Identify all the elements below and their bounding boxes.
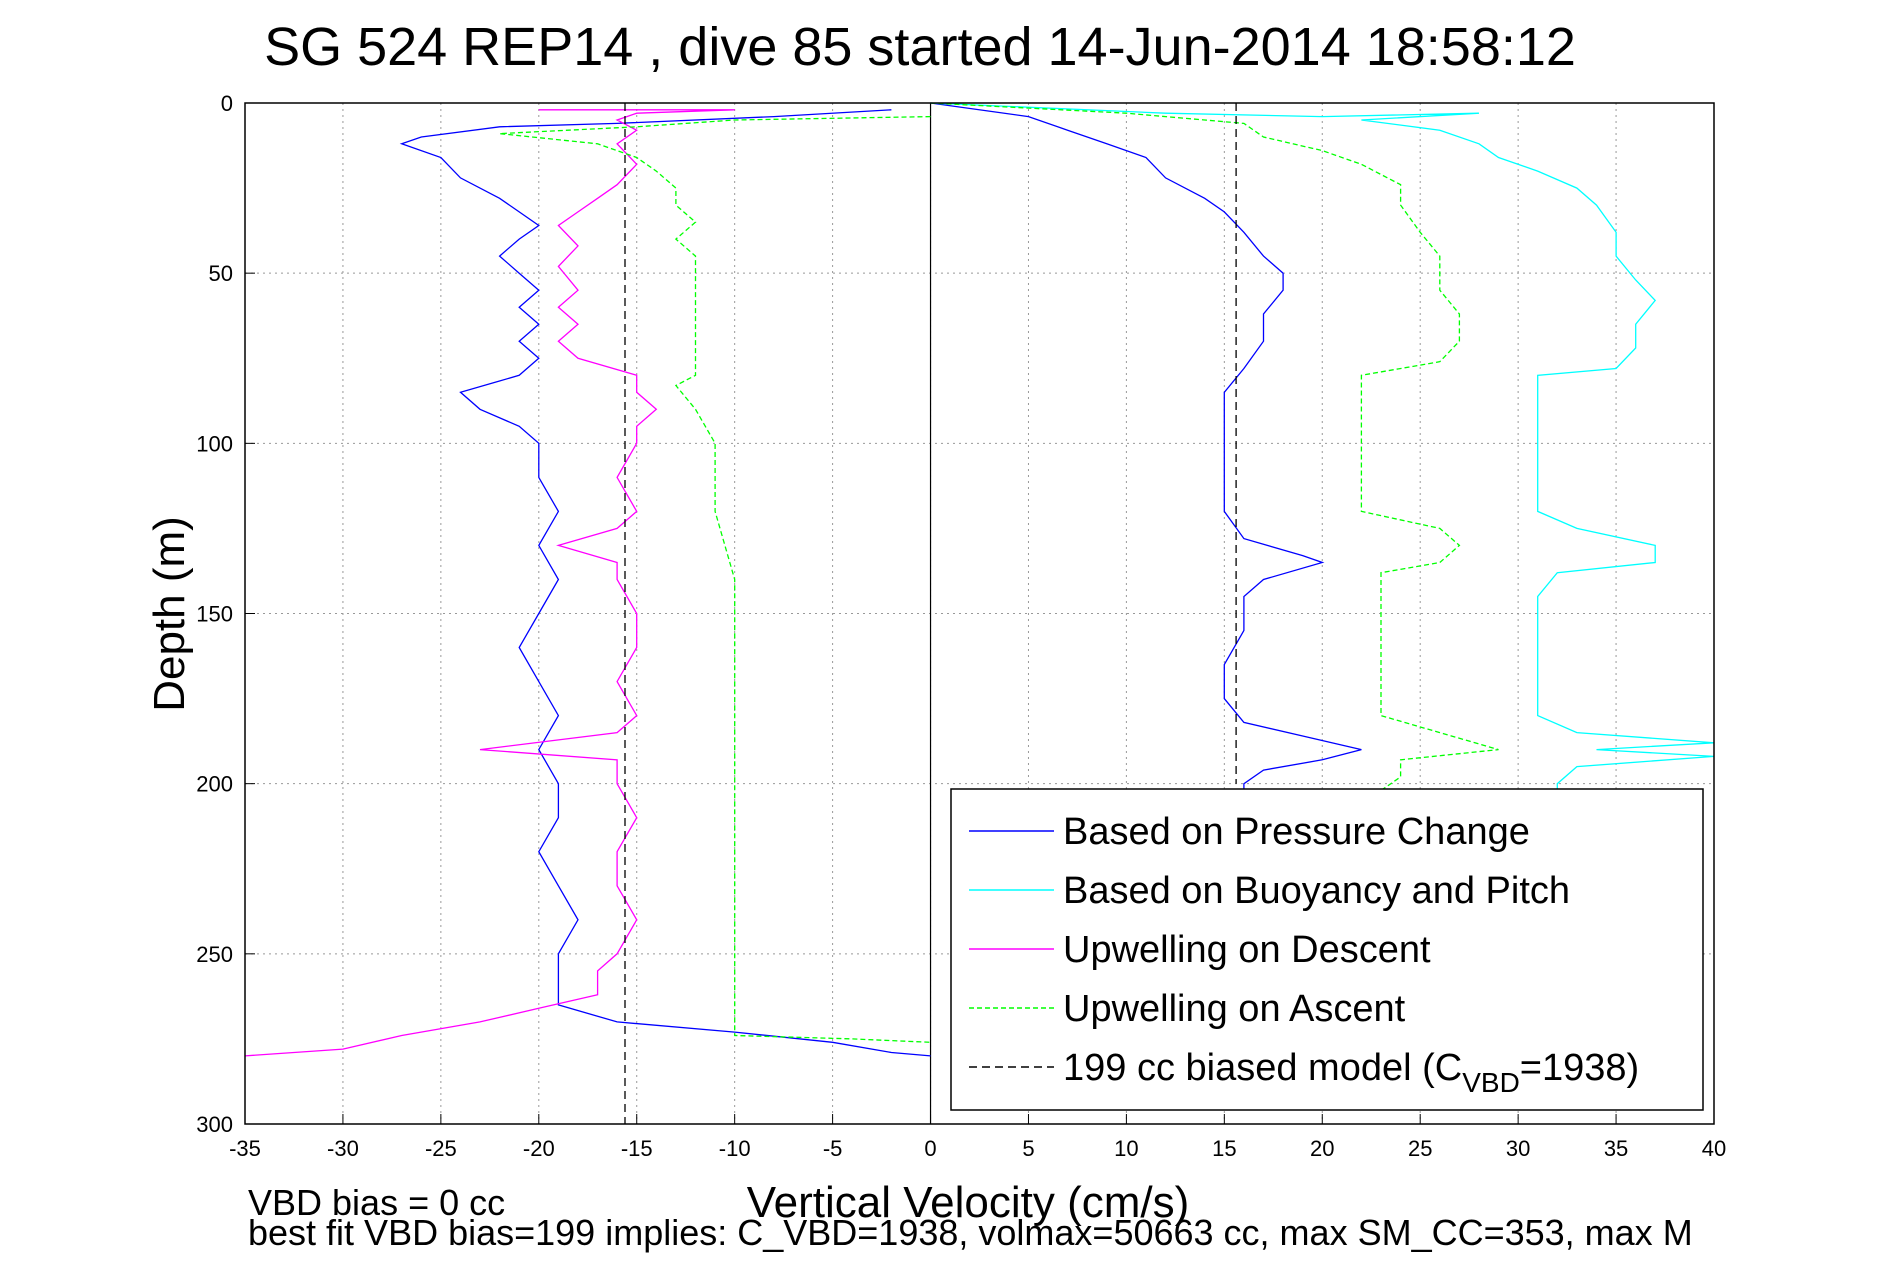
legend-box <box>950 788 1704 1111</box>
x-ticks: -35 -30 -25 -20 -15 -10 -5 0 5 10 15 20 25 30 35 40 <box>229 1114 1726 1161</box>
y-tick-label: 100 <box>196 431 233 456</box>
y-tick-label: 50 <box>209 261 233 286</box>
x-tick-label: 30 <box>1506 1136 1530 1161</box>
y-tick-label: 250 <box>196 942 233 967</box>
best-fit-note: best fit VBD bias=199 implies: C_VBD=193… <box>248 1212 1693 1253</box>
series-line <box>930 102 1362 791</box>
x-tick-label: 35 <box>1604 1136 1628 1161</box>
series-line <box>399 109 931 1057</box>
legend-label-subscript: VBD <box>1462 1067 1520 1098</box>
x-tick-label: 5 <box>1022 1136 1034 1161</box>
legend-entry: Upwelling on Descent <box>1063 929 1431 971</box>
legend-entry: Based on Buoyancy and Pitch <box>1063 870 1570 912</box>
x-tick-label: -35 <box>229 1136 261 1161</box>
legend-entry: Upwelling on Ascent <box>1063 988 1406 1030</box>
legend-entry: 199 cc biased model (CVBD=1938) <box>1063 1047 1639 1098</box>
series-group <box>244 102 1715 1124</box>
x-tick-label: -5 <box>823 1136 843 1161</box>
x-tick-label: 15 <box>1212 1136 1236 1161</box>
x-tick-label: 25 <box>1408 1136 1432 1161</box>
series-line <box>930 102 1499 792</box>
y-tick-label: 0 <box>221 91 233 116</box>
x-tick-label: -20 <box>523 1136 555 1161</box>
x-axis-label: Vertical Velocity (cm/s) <box>747 1178 1190 1227</box>
x-tick-label: -15 <box>621 1136 653 1161</box>
y-tick-label: 200 <box>196 772 233 797</box>
legend-label-main: 199 cc biased model (C <box>1063 1047 1462 1089</box>
x-tick-label: 0 <box>924 1136 936 1161</box>
x-tick-label: 10 <box>1114 1136 1138 1161</box>
x-tick-label: -10 <box>719 1136 751 1161</box>
series-line <box>244 109 735 1057</box>
legend: Based on Pressure Change Based on Buoyanc… <box>950 788 1704 1111</box>
y-tick-label: 300 <box>196 1112 233 1137</box>
legend-entry: Based on Pressure Change <box>1063 811 1530 853</box>
x-tick-label: 20 <box>1310 1136 1334 1161</box>
series-line <box>499 115 931 1043</box>
y-axis-label: Depth (m) <box>145 516 194 712</box>
chart-title: SG 524 REP14 , dive 85 started 14-Jun-20… <box>264 17 1576 77</box>
series-line <box>930 102 1715 791</box>
vbd-bias-note: VBD bias = 0 cc <box>248 1182 505 1223</box>
y-ticks: 0 50 100 150 200 250 300 <box>196 91 255 1137</box>
legend-label-tail: =1938) <box>1520 1047 1639 1089</box>
y-tick-label: 150 <box>196 602 233 627</box>
x-tick-label: -30 <box>327 1136 359 1161</box>
x-tick-label: 40 <box>1702 1136 1726 1161</box>
x-tick-label: -25 <box>425 1136 457 1161</box>
